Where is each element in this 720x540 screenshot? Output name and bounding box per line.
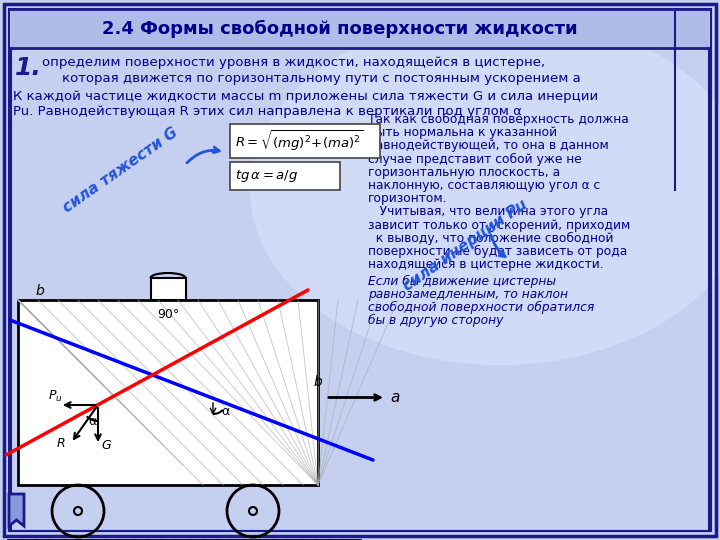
Text: быть нормальна к указанной: быть нормальна к указанной <box>368 126 557 139</box>
Text: сила тяжести G: сила тяжести G <box>60 125 180 215</box>
Text: сила инерции Pu: сила инерции Pu <box>400 197 530 294</box>
Bar <box>11 9 709 48</box>
Text: b: b <box>313 375 322 389</box>
Text: $R = \sqrt{(mg)^2\!+\!(ma)^2}$: $R = \sqrt{(mg)^2\!+\!(ma)^2}$ <box>235 129 364 153</box>
Text: К каждой частице жидкости массы m приложены сила тяжести G и сила инерции: К каждой частице жидкости массы m прилож… <box>13 90 598 103</box>
Text: $R$: $R$ <box>56 437 66 450</box>
Text: определим поверхности уровня в жидкости, находящейся в цистерне,: определим поверхности уровня в жидкости,… <box>42 56 545 69</box>
Text: свободной поверхности обратился: свободной поверхности обратился <box>368 301 594 314</box>
Text: α: α <box>221 405 229 418</box>
Text: поверхности не будет зависеть от рода: поверхности не будет зависеть от рода <box>368 245 627 258</box>
Ellipse shape <box>250 15 720 365</box>
Text: Так как свободная поверхность должна: Так как свободная поверхность должна <box>368 113 629 126</box>
Text: 2.4 Формы свободной поверхности жидкости: 2.4 Формы свободной поверхности жидкости <box>102 20 578 38</box>
Text: которая движется по горизонтальному пути с постоянным ускорением a: которая движется по горизонтальному пути… <box>62 72 581 85</box>
Text: $G$: $G$ <box>101 439 112 452</box>
Text: $P_u$: $P_u$ <box>48 389 63 404</box>
Text: наклонную, составляющую угол α с: наклонную, составляющую угол α с <box>368 179 600 192</box>
Text: α: α <box>88 415 96 428</box>
Text: Pu. Равнодействующая R этих сил направлена к вертикали под углом α: Pu. Равнодействующая R этих сил направле… <box>13 105 522 118</box>
Text: горизонтальную плоскость, а: горизонтальную плоскость, а <box>368 166 560 179</box>
Text: к выводу, что положение свободной: к выводу, что положение свободной <box>368 232 613 245</box>
Text: случае представит собой уже не: случае представит собой уже не <box>368 153 582 166</box>
Polygon shape <box>9 494 24 526</box>
Bar <box>150 278 186 300</box>
Bar <box>230 124 380 158</box>
Text: находящейся в цистерне жидкости.: находящейся в цистерне жидкости. <box>368 258 603 271</box>
Bar <box>18 300 318 485</box>
Text: 1.: 1. <box>15 56 42 80</box>
Bar <box>230 162 340 190</box>
Text: Если бы движение цистерны: Если бы движение цистерны <box>368 275 556 288</box>
Text: a: a <box>390 390 400 405</box>
Text: $tg\,\alpha = a/g$: $tg\,\alpha = a/g$ <box>235 168 298 184</box>
Text: равнозамедленным, то наклон: равнозамедленным, то наклон <box>368 288 568 301</box>
Text: Учитывая, что величина этого угла: Учитывая, что величина этого угла <box>368 205 608 218</box>
Text: равнодействующей, то она в данном: равнодействующей, то она в данном <box>368 139 608 152</box>
Text: горизонтом.: горизонтом. <box>368 192 448 205</box>
Text: зависит только от ускорений, приходим: зависит только от ускорений, приходим <box>368 219 630 232</box>
Text: b: b <box>35 284 45 298</box>
Text: бы в другую сторону: бы в другую сторону <box>368 314 503 327</box>
Text: 90°: 90° <box>157 308 179 321</box>
